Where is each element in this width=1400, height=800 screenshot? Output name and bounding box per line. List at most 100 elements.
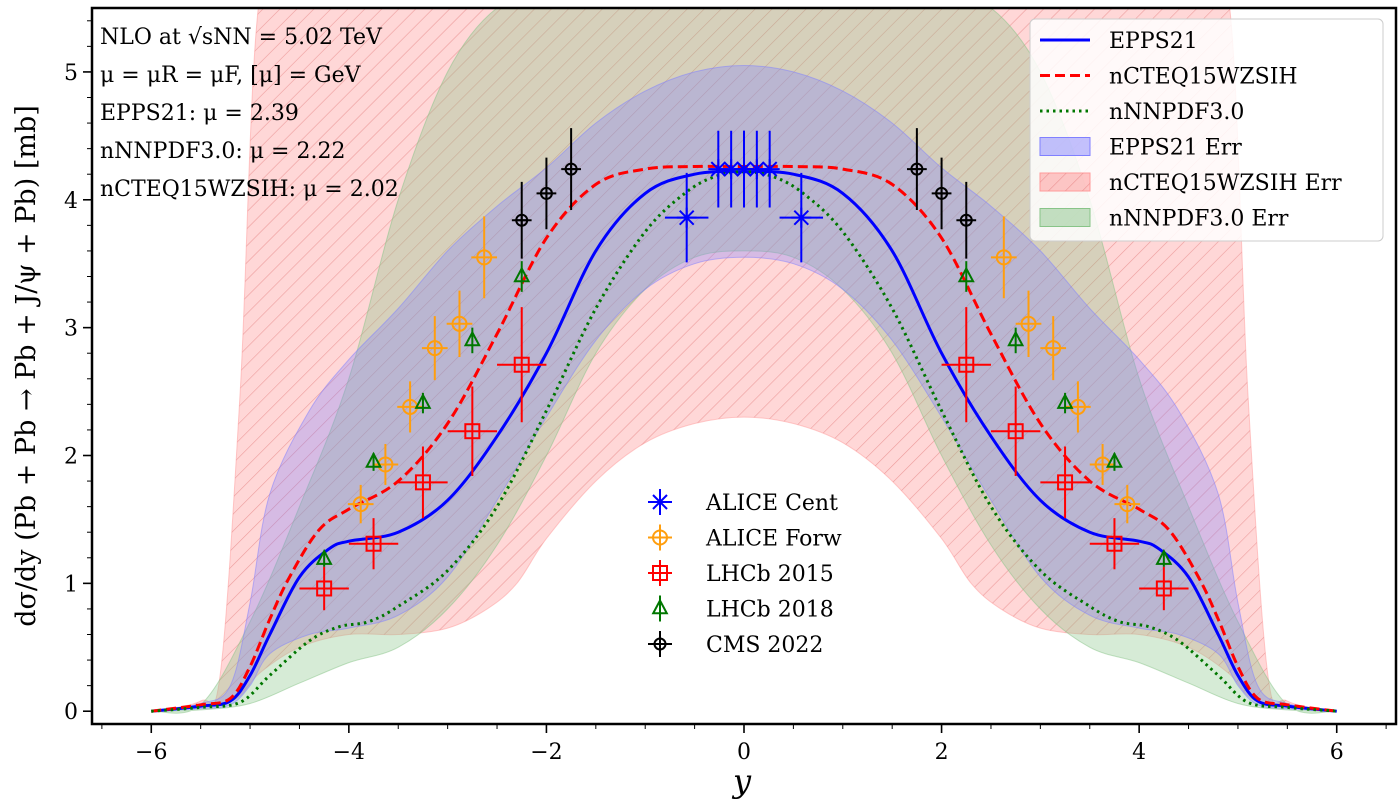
lhcb-2018-point xyxy=(1155,548,1173,567)
alice-forw-marker xyxy=(352,496,369,513)
x-tick-label: 0 xyxy=(737,740,751,765)
cms-2022-point xyxy=(536,157,557,230)
alice-forw-point xyxy=(1040,316,1067,381)
annotations: NLO at √sNN = 5.02 TeV μ = μR = μF, [μ] … xyxy=(100,25,399,202)
lhcb-2018-marker xyxy=(315,548,333,565)
cms-2022-marker xyxy=(539,186,553,200)
y-axis-label: dσ/dy (Pb + Pb → Pb + J/ψ + Pb) [mb] xyxy=(11,105,42,627)
x-tick-label: 2 xyxy=(935,740,949,765)
legend-lhcb-2015-label: LHCb 2015 xyxy=(706,562,834,587)
lhcb-2015-marker xyxy=(1057,474,1074,491)
lhcb-2015-marker xyxy=(414,474,431,491)
legend-lhcb-2015-marker xyxy=(652,565,668,581)
cms-2022-point xyxy=(931,157,952,230)
legend-lhcb-2015-swatch xyxy=(648,560,672,586)
cms-2022-marker xyxy=(935,186,949,200)
alice-cent-point xyxy=(759,130,780,208)
legend-epps21-label: EPPS21 xyxy=(1109,29,1198,54)
alice-forw-marker xyxy=(1045,340,1062,357)
lhcb-2018-point xyxy=(365,451,383,471)
lhcb-2015-point xyxy=(398,446,448,519)
alice-forw-marker xyxy=(451,315,468,332)
legend-lhcb-2018-marker xyxy=(651,598,669,615)
data-points xyxy=(299,128,1189,611)
lhcb-2018-point xyxy=(1105,451,1123,471)
y-tick-label: 5 xyxy=(64,61,78,86)
legend-nnnpdf3-0-err-swatch xyxy=(1039,208,1091,227)
legend-lhcb-2018-swatch xyxy=(651,595,669,622)
lhcb-2018-point xyxy=(1056,392,1074,414)
alice-forw-marker xyxy=(1020,315,1037,332)
cms-2022-marker xyxy=(515,213,529,227)
lhcb-2018-point xyxy=(414,392,432,414)
legend-data: ALICE Cent ALICE Forw LHCb 2015 LHCb 2018 CM… xyxy=(648,489,842,658)
x-tick-label: 4 xyxy=(1132,740,1146,765)
legend-alice-forw-marker xyxy=(652,529,668,546)
legend-models: EPPS21 nCTEQ15WZSIH nNNPDF3.0 EPPS21 Err nCT… xyxy=(1029,18,1384,242)
lhcb-2018-marker xyxy=(463,330,481,347)
lhcb-2015-marker xyxy=(464,423,481,440)
legend-nnnpdf3-0-label: nNNPDF3.0 xyxy=(1109,100,1244,125)
lhcb-2018-marker xyxy=(414,392,432,409)
annotation-energy: NLO at √sNN = 5.02 TeV xyxy=(100,25,383,50)
x-axis-label: y xyxy=(731,762,752,800)
legend-cms-2022-swatch xyxy=(648,631,672,657)
cms-2022-point xyxy=(907,128,927,211)
lhcb-2018-point xyxy=(463,327,481,354)
cms-2022-marker xyxy=(959,213,973,227)
cms-2022-marker xyxy=(564,162,578,176)
x-axis-ticks: −6 −4 −2 0 2 4 6 xyxy=(101,724,1387,765)
cms-2022-point xyxy=(956,181,977,259)
y-tick-label: 4 xyxy=(64,189,78,214)
legend-models-box xyxy=(1029,18,1384,242)
lhcb-2015-point xyxy=(1089,518,1140,570)
lhcb-2015-marker xyxy=(316,580,333,597)
legend-epps21-err-swatch xyxy=(1039,137,1091,156)
alice-cent-point xyxy=(746,130,767,208)
annotation-ncteq-scale: nCTEQ15WZSIH: μ = 2.02 xyxy=(100,177,399,202)
lhcb-2015-marker xyxy=(1106,535,1123,552)
alice-forw-point xyxy=(421,316,448,381)
alice-forw-point xyxy=(990,216,1017,299)
lhcb-2018-marker xyxy=(1105,451,1123,468)
alice-cent-point xyxy=(779,172,824,263)
legend-ncteq15wzsih-label: nCTEQ15WZSIH xyxy=(1109,65,1298,90)
lhcb-2015-marker xyxy=(958,356,975,373)
lhcb-2015-point xyxy=(348,518,399,570)
cms-2022-marker xyxy=(910,162,924,176)
alice-cent-marker xyxy=(746,159,767,180)
lhcb-2015-point xyxy=(990,386,1041,476)
lhcb-2015-marker xyxy=(513,356,530,373)
alice-forw-marker xyxy=(995,249,1012,266)
alice-forw-point xyxy=(471,216,498,299)
legend-ncteq15wzsih-err-label: nCTEQ15WZSIH Err xyxy=(1109,171,1342,196)
cms-2022-point xyxy=(561,128,581,211)
alice-cent-marker xyxy=(791,207,812,228)
legend-alice-forw-swatch xyxy=(648,524,672,551)
alice-cent-marker xyxy=(759,159,780,180)
alice-forw-marker xyxy=(426,340,443,357)
x-tick-label: −6 xyxy=(135,740,167,765)
alice-forw-point xyxy=(446,290,473,358)
lhcb-2018-point xyxy=(315,548,333,567)
cms-2022-point xyxy=(511,181,532,259)
alice-forw-point xyxy=(1114,484,1141,524)
legend-nnnpdf3-0-err-label: nNNPDF3.0 Err xyxy=(1109,207,1289,232)
annotation-nnnpdf-scale: nNNPDF3.0: μ = 2.22 xyxy=(100,139,345,164)
lhcb-2018-marker xyxy=(1056,392,1074,409)
lhcb-2018-marker xyxy=(957,266,975,283)
x-tick-label: −2 xyxy=(530,740,562,765)
lhcb-2015-point xyxy=(1139,566,1189,611)
lhcb-2015-point xyxy=(1040,446,1090,519)
lhcb-2015-point xyxy=(497,307,547,423)
y-tick-label: 0 xyxy=(64,700,78,725)
legend-epps21-err-label: EPPS21 Err xyxy=(1109,136,1242,161)
lhcb-2018-marker xyxy=(1007,330,1025,347)
annotation-epps21-scale: EPPS21: μ = 2.39 xyxy=(100,101,299,126)
lhcb-2018-point xyxy=(513,261,531,292)
lhcb-2015-marker xyxy=(365,535,382,552)
alice-cent-point xyxy=(664,172,709,263)
alice-cent-marker xyxy=(708,159,729,180)
y-tick-label: 1 xyxy=(64,572,78,597)
